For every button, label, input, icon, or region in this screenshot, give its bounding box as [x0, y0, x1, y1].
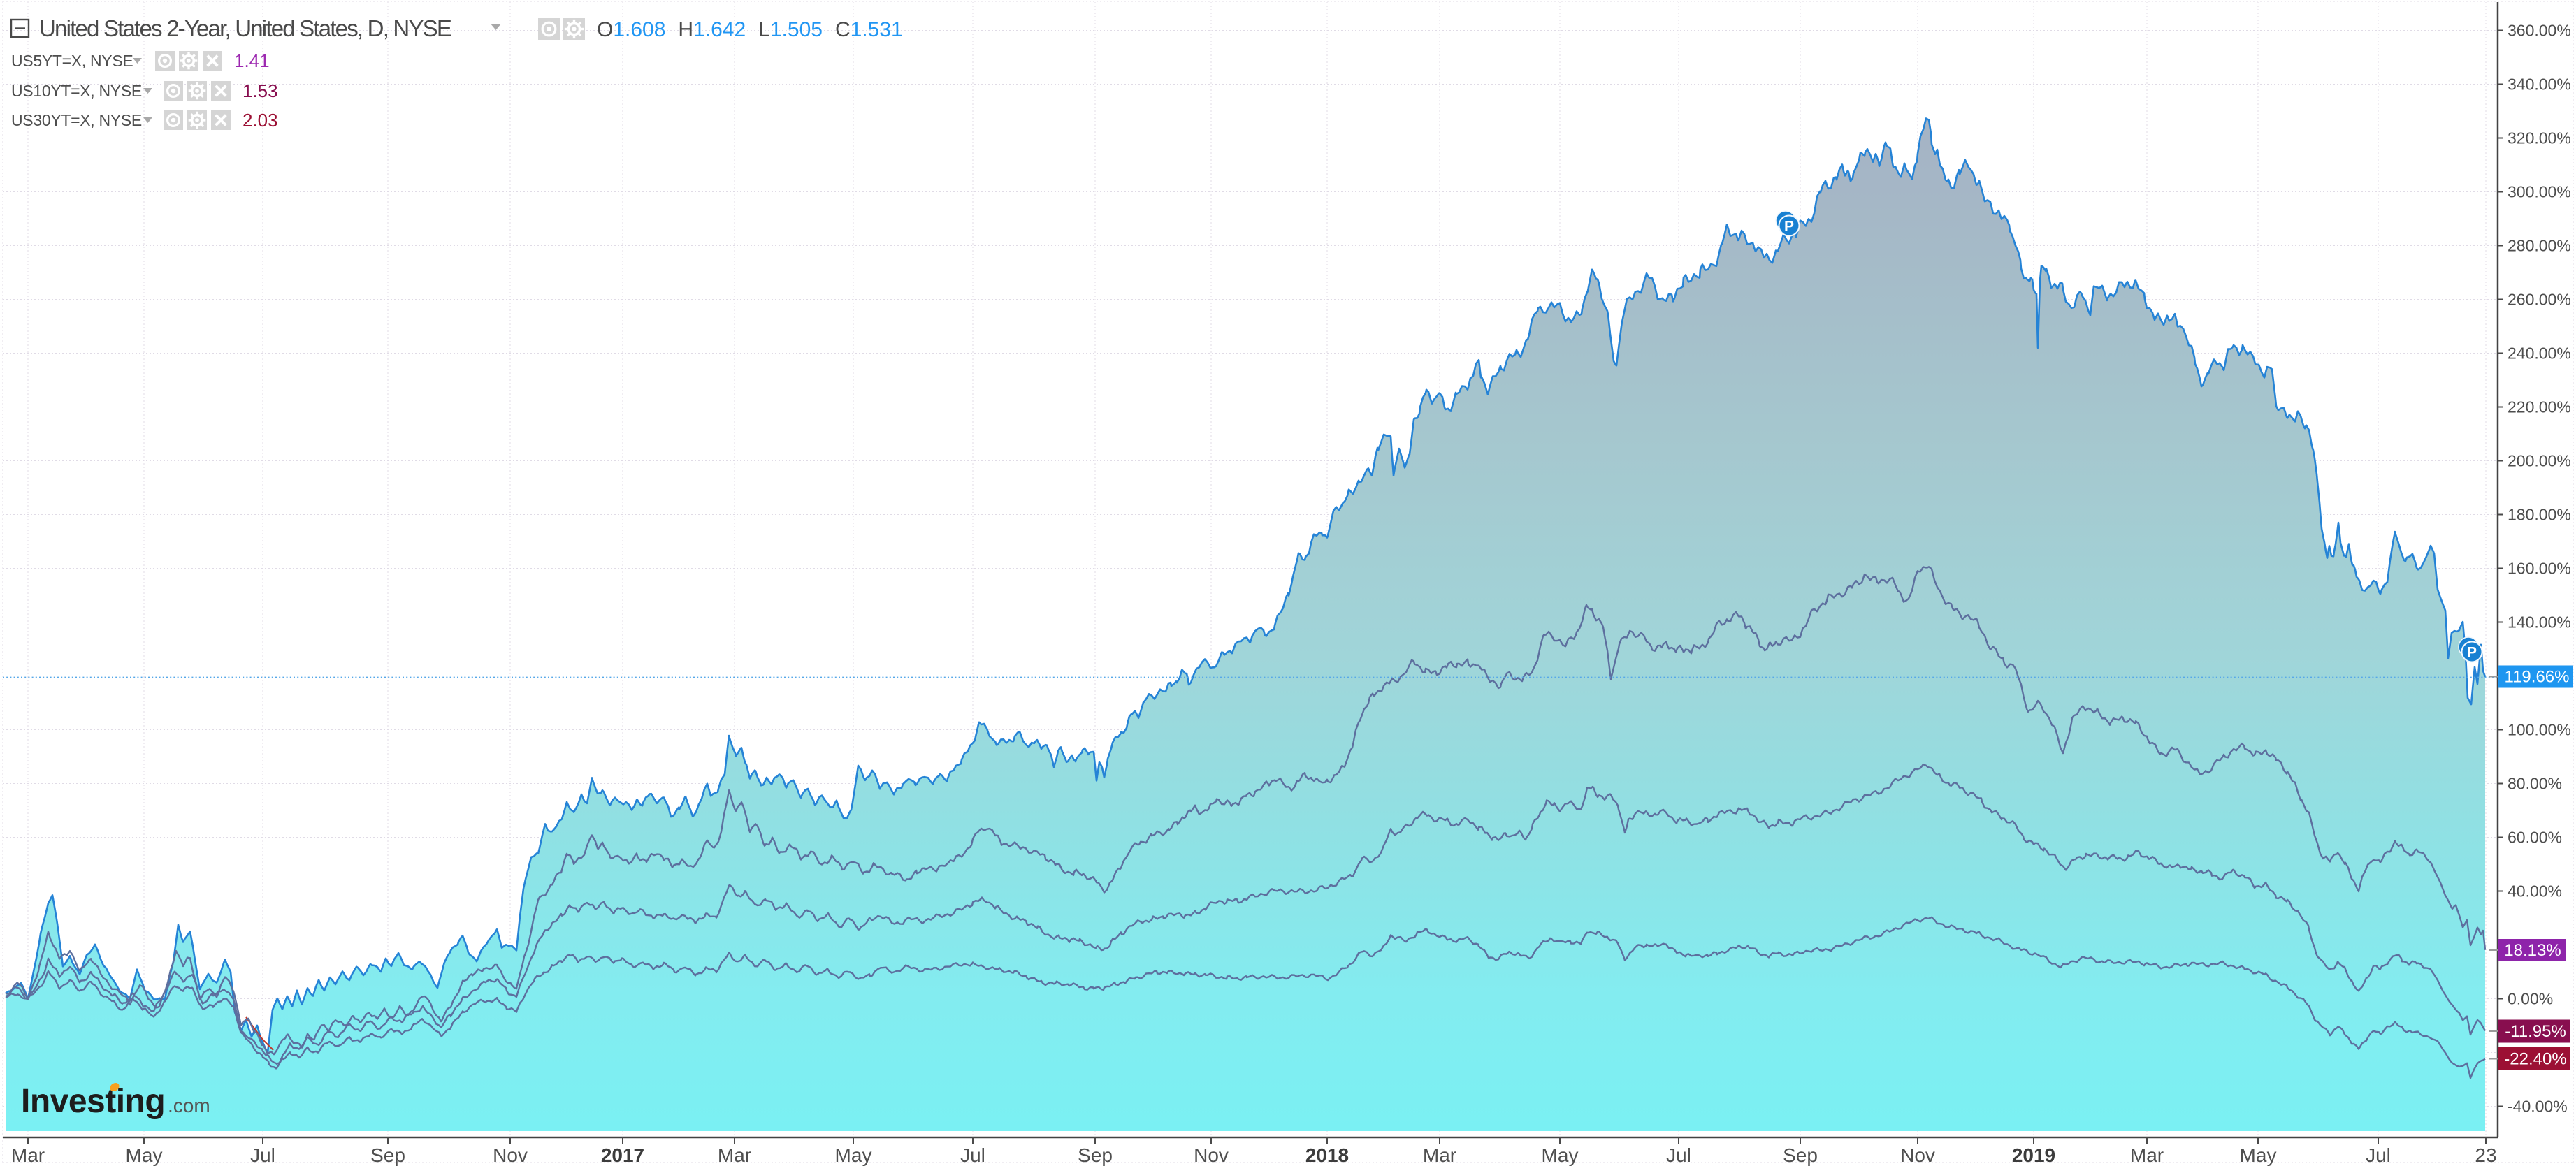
svg-text:US10YT=X, NYSE: US10YT=X, NYSE — [11, 82, 142, 100]
svg-text:2018: 2018 — [1305, 1144, 1349, 1166]
svg-text:160.00%: 160.00% — [2508, 560, 2571, 578]
svg-text:1.41: 1.41 — [234, 50, 270, 71]
svg-text:2017: 2017 — [601, 1144, 644, 1166]
svg-text:Mar: Mar — [718, 1144, 751, 1166]
svg-text:60.00%: 60.00% — [2508, 829, 2562, 847]
svg-text:May: May — [126, 1144, 163, 1166]
svg-text:Sep: Sep — [370, 1144, 405, 1166]
svg-text:P: P — [2467, 645, 2477, 661]
svg-text:-11.95%: -11.95% — [2505, 1022, 2566, 1041]
svg-text:May: May — [835, 1144, 872, 1166]
svg-text:260.00%: 260.00% — [2508, 291, 2571, 309]
svg-text:US5YT=X, NYSE: US5YT=X, NYSE — [11, 52, 133, 70]
svg-text:0.00%: 0.00% — [2508, 990, 2553, 1008]
svg-text:2019: 2019 — [2012, 1144, 2055, 1166]
svg-text:40.00%: 40.00% — [2508, 882, 2562, 901]
svg-text:180.00%: 180.00% — [2508, 506, 2571, 524]
svg-text:May: May — [2240, 1144, 2277, 1166]
svg-text:23: 23 — [2475, 1144, 2496, 1166]
svg-text:Jul: Jul — [1666, 1144, 1691, 1166]
svg-text:P: P — [1784, 219, 1794, 235]
svg-text:Mar: Mar — [2130, 1144, 2164, 1166]
svg-text:US30YT=X, NYSE: US30YT=X, NYSE — [11, 111, 142, 129]
svg-text:280.00%: 280.00% — [2508, 237, 2571, 255]
svg-text:United States 2-Year, United S: United States 2-Year, United States, D, … — [39, 15, 451, 41]
svg-text:Investing: Investing — [21, 1083, 165, 1120]
svg-text:Sep: Sep — [1078, 1144, 1113, 1166]
svg-text:Nov: Nov — [1900, 1144, 1935, 1166]
svg-text:May: May — [1542, 1144, 1579, 1166]
svg-text:140.00%: 140.00% — [2508, 613, 2571, 632]
svg-text:Mar: Mar — [11, 1144, 45, 1166]
svg-text:Sep: Sep — [1783, 1144, 1818, 1166]
svg-text:Jul: Jul — [960, 1144, 985, 1166]
svg-text:-40.00%: -40.00% — [2508, 1098, 2568, 1116]
svg-text:Mar: Mar — [1423, 1144, 1456, 1166]
svg-text:Jul: Jul — [2366, 1144, 2391, 1166]
svg-text:220.00%: 220.00% — [2508, 398, 2571, 416]
svg-text:80.00%: 80.00% — [2508, 775, 2562, 793]
svg-text:Nov: Nov — [1194, 1144, 1229, 1166]
svg-text:100.00%: 100.00% — [2508, 721, 2571, 739]
svg-text:2.03: 2.03 — [243, 110, 278, 131]
svg-text:-22.40%: -22.40% — [2504, 1050, 2566, 1069]
svg-text:320.00%: 320.00% — [2508, 129, 2571, 147]
svg-text:119.66%: 119.66% — [2505, 668, 2570, 687]
svg-text:200.00%: 200.00% — [2508, 452, 2571, 470]
svg-text:340.00%: 340.00% — [2508, 75, 2571, 94]
svg-text:300.00%: 300.00% — [2508, 183, 2571, 201]
svg-text:Nov: Nov — [493, 1144, 528, 1166]
svg-text:360.00%: 360.00% — [2508, 22, 2571, 40]
svg-text:Jul: Jul — [250, 1144, 275, 1166]
svg-text:1.53: 1.53 — [243, 80, 278, 101]
svg-text:18.13%: 18.13% — [2504, 941, 2561, 960]
svg-text:240.00%: 240.00% — [2508, 344, 2571, 363]
svg-text:.com: .com — [168, 1095, 210, 1116]
